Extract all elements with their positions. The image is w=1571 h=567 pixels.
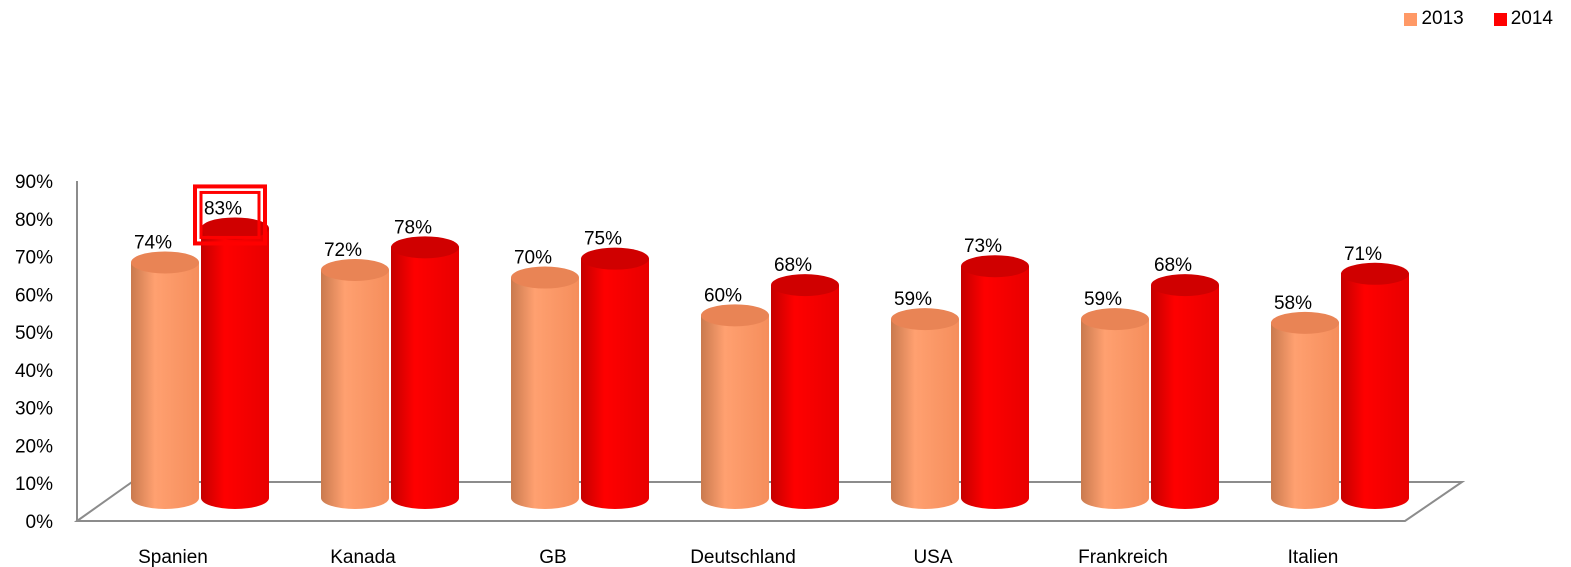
bar-cap (511, 266, 579, 289)
bar-2014-Deutschland (771, 274, 839, 509)
y-tick-label: 40% (15, 361, 53, 382)
data-label-2013-GB: 70% (514, 248, 552, 269)
y-tick-label: 10% (15, 474, 53, 495)
y-tick-label: 20% (15, 436, 53, 457)
bar-2013-Kanada (321, 259, 389, 509)
highlight-box-inner (199, 190, 261, 239)
bar-cap (891, 308, 959, 331)
bar-2013-GB (511, 266, 579, 509)
bar-body (891, 319, 959, 509)
chart-floor (73, 481, 1466, 522)
legend-label-2013: 2013 (1421, 8, 1464, 29)
bars (131, 217, 1409, 510)
legend-swatch-2014 (1493, 12, 1507, 26)
x-tick-label-USA: USA (913, 547, 952, 567)
x-tick-label-Frankreich: Frankreich (1078, 547, 1168, 567)
bar-2013-Italien (1271, 311, 1339, 509)
bar-2013-Spanien (131, 251, 199, 509)
y-tick-label: 50% (15, 323, 53, 344)
bar-2014-USA (961, 255, 1029, 509)
bar-cap (321, 259, 389, 281)
x-tick-label-Kanada: Kanada (330, 547, 396, 567)
axes: 0% 10% 20% 30% 40% 50% 60% 70% 80% 90% Spanien Kana… (15, 172, 1466, 567)
bar-2014-Kanada (391, 236, 459, 510)
bar-2014-GB (581, 247, 649, 509)
bar-body (1081, 319, 1149, 509)
bar-cap (1151, 274, 1219, 297)
data-label-2013-Kanada: 72% (324, 240, 362, 261)
data-label-2014-USA: 73% (964, 236, 1002, 257)
bar-cap (1341, 262, 1409, 285)
bar-cap (581, 247, 649, 270)
bar-cap (701, 304, 769, 327)
highlight-box-outer (193, 184, 267, 246)
bar-body (131, 262, 199, 509)
legend: 2013 2014 (1404, 8, 1553, 30)
bar-2013-USA (891, 308, 959, 509)
bar-body (961, 266, 1029, 509)
data-label-2014-GB: 75% (584, 229, 622, 250)
bar-body (771, 285, 839, 509)
legend-item-2013: 2013 (1404, 8, 1464, 30)
data-label-2014-Frankreich: 68% (1154, 255, 1192, 276)
bar-cap (771, 274, 839, 297)
bar-cap (391, 236, 459, 259)
data-label-2014-Italien: 71% (1344, 244, 1382, 265)
y-tick-label: 0% (26, 512, 54, 533)
x-tick-label-GB: GB (539, 547, 566, 567)
bar-body (1341, 273, 1409, 509)
bar-body (581, 258, 649, 509)
bar-cap (961, 255, 1029, 278)
bar-2014-Italien (1341, 262, 1409, 509)
bar-2013-Frankreich (1081, 308, 1149, 509)
legend-item-2014: 2014 (1493, 8, 1553, 30)
bar-2013-Deutschland (701, 304, 769, 509)
bar-body (391, 247, 459, 510)
data-labels: 74% 83% 72% 78% 70% 75% 60% 68% 59% 73% 59% 68% 58% 7… (134, 184, 1382, 314)
data-label-2013-Spanien: 74% (134, 232, 172, 253)
bar-body (511, 277, 579, 509)
bar-2014-Frankreich (1151, 274, 1219, 509)
legend-label-2014: 2014 (1510, 8, 1553, 29)
data-label-2013-USA: 59% (894, 289, 932, 310)
y-tick-label: 90% (15, 172, 53, 193)
bar-cap (201, 217, 269, 240)
x-tick-label-Spanien: Spanien (138, 547, 208, 567)
data-label-2014-Deutschland: 68% (774, 255, 812, 276)
bar-body (321, 270, 389, 509)
data-label-2014-Spanien: 83% (204, 198, 242, 219)
bar-body (1271, 322, 1339, 509)
highlight-box (193, 184, 267, 246)
data-label-2013-Italien: 58% (1274, 293, 1312, 314)
data-label-2014-Kanada: 78% (394, 217, 432, 238)
y-tick-label: 70% (15, 248, 53, 269)
x-tick-label-Deutschland: Deutschland (690, 547, 796, 567)
bar-cap (131, 251, 199, 274)
bar-body (701, 315, 769, 509)
bar-body (201, 228, 269, 509)
y-tick-label: 80% (15, 210, 53, 231)
bar-body (1151, 285, 1219, 509)
data-label-2013-Deutschland: 60% (704, 285, 742, 306)
data-label-2013-Frankreich: 59% (1084, 289, 1122, 310)
x-tick-label-Italien: Italien (1288, 547, 1339, 567)
y-tick-label: 30% (15, 399, 53, 420)
bar-cap (1271, 311, 1339, 334)
bar-2014-Spanien (201, 217, 269, 509)
legend-swatch-2013 (1404, 12, 1418, 26)
y-tick-label: 60% (15, 285, 53, 306)
bar-cap (1081, 308, 1149, 331)
